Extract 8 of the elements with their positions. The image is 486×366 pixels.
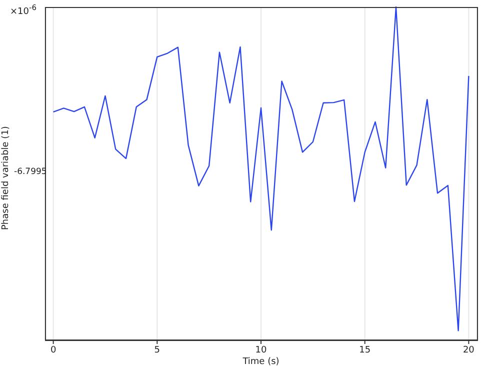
x-tick-label: 5: [154, 345, 160, 356]
x-tick-label: 10: [255, 345, 267, 356]
x-axis-title: Time (s): [242, 357, 280, 366]
y-axis-title: Phase field variable (1): [1, 126, 11, 230]
x-tick-label: 20: [462, 345, 475, 356]
x-tick-label: 0: [50, 345, 56, 356]
text: ×10$^{-6}$: [10, 3, 36, 17]
x-tick-label: 15: [359, 345, 371, 356]
